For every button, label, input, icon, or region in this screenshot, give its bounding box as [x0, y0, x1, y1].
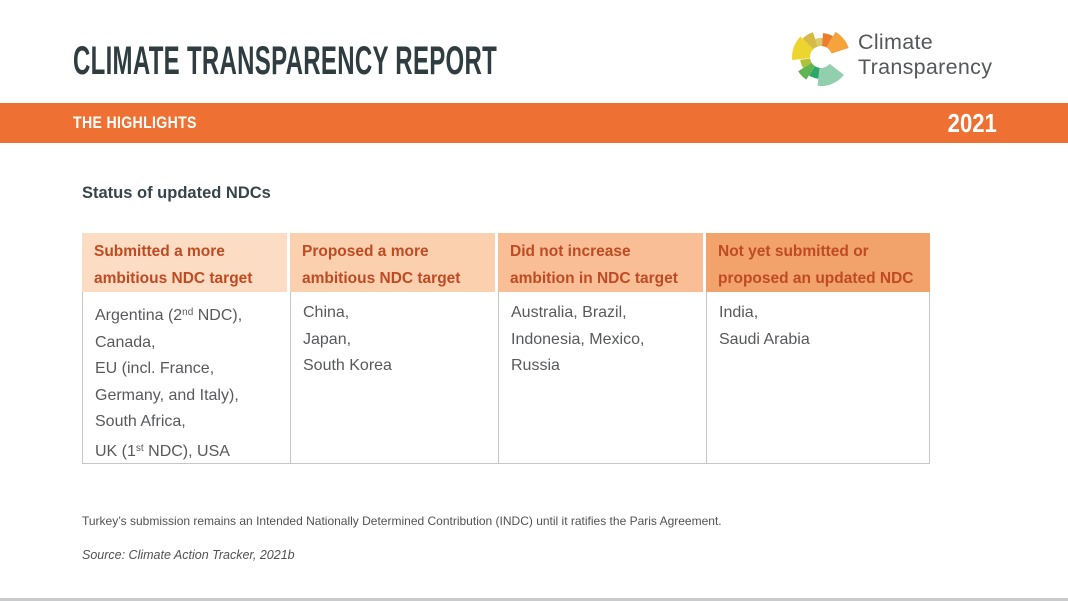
table-header-cell: Submitted a more ambitious NDC target [82, 233, 290, 292]
table-body-cell: China, Japan, South Korea [290, 292, 498, 464]
table-title: Status of updated NDCs [82, 184, 271, 202]
table-header-cell: Not yet submitted or proposed an updated … [706, 233, 930, 292]
section-label: THE HIGHLIGHTS [73, 113, 197, 132]
footnote: Turkey’s submission remains an Intended … [82, 514, 722, 528]
table-body-cell: Australia, Brazil, Indonesia, Mexico, Russ… [498, 292, 706, 464]
ndc-table: Submitted a more ambitious NDC target Prop… [82, 233, 930, 464]
table-body-cell: Argentina (2nd NDC), Canada, EU (incl. Fra… [82, 292, 290, 464]
report-year: 2021 [947, 108, 997, 138]
page-title: CLIMATE TRANSPARENCY REPORT [73, 39, 498, 83]
source-note: Source: Climate Action Tracker, 2021b [82, 548, 295, 562]
table-header-cell: Did not increase ambition in NDC target [498, 233, 706, 292]
logo-wordmark: Climate Transparency [858, 30, 992, 80]
table-header-cell: Proposed a more ambitious NDC target [290, 233, 498, 292]
logo-text-line2: Transparency [858, 55, 993, 79]
climate-transparency-logo-icon [792, 31, 849, 87]
climate-transparency-logo: Climate Transparency [790, 25, 992, 89]
section-band: THE HIGHLIGHTS 2021 [0, 103, 1068, 143]
page-bottom-edge [0, 598, 1068, 601]
table-body-cell: India, Saudi Arabia [706, 292, 930, 464]
logo-text-line1: Climate [858, 30, 933, 54]
